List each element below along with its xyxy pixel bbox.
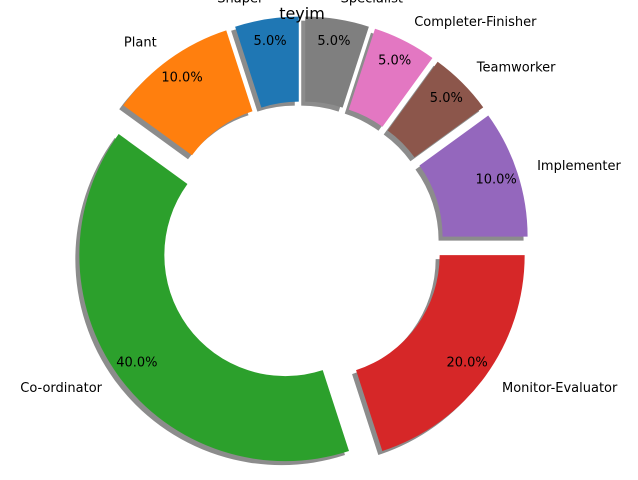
slice-percent-co-ordinator: 40.0%: [116, 355, 157, 370]
slice-percent-implementer: 10.0%: [475, 172, 516, 187]
slice-shaper: [235, 16, 299, 108]
slice-teamworker: [387, 61, 484, 158]
slice-co-ordinator: [79, 134, 349, 462]
slice-label-monitor-evaluator: Monitor-Evaluator: [502, 381, 618, 396]
slice-implementer: [419, 115, 528, 237]
slice-percent-monitor-evaluator: 20.0%: [446, 355, 487, 370]
slice-plant: [123, 30, 253, 156]
slice-layer: [79, 16, 528, 462]
slice-percent-completer-finisher: 5.0%: [378, 54, 411, 69]
slice-label-implementer: Implementer: [537, 159, 621, 174]
chart-title: teyim: [279, 4, 325, 23]
slice-label-co-ordinator: Co-ordinator: [20, 381, 102, 396]
slice-specialist: [305, 16, 369, 108]
slice-percent-plant: 10.0%: [161, 70, 202, 85]
slice-label-shaper: Shaper: [217, 0, 264, 6]
slice-label-completer-finisher: Completer-Finisher: [414, 15, 537, 30]
slice-label-plant: Plant: [124, 36, 157, 51]
slice-completer-finisher: [348, 28, 433, 127]
slice-monitor-evaluator: [356, 255, 525, 452]
slice-label-teamworker: Teamworker: [476, 61, 556, 76]
slice-label-specialist: Specialist: [341, 0, 403, 6]
slice-percent-shaper: 5.0%: [254, 34, 287, 49]
slice-percent-specialist: 5.0%: [317, 34, 350, 49]
slice-percent-teamworker: 5.0%: [430, 91, 463, 106]
label-layer: Shaper 5.0% Plant 10.0% Co-ordinator 40.0% Mon…: [20, 0, 621, 396]
